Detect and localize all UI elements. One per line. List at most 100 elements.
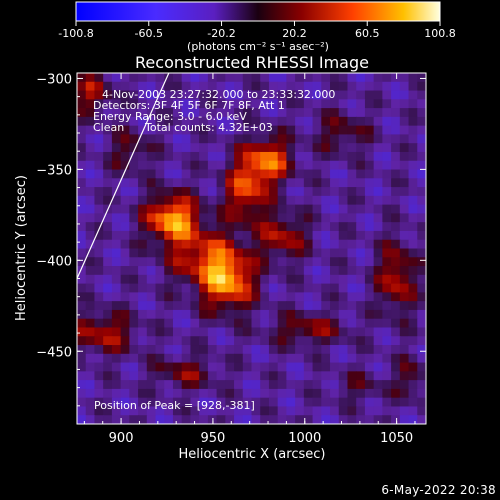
heatmap-cell (364, 151, 375, 162)
heatmap-cell (94, 274, 104, 285)
heatmap-cell (347, 99, 357, 109)
heatmap-cell (120, 116, 130, 127)
heatmap-cell (164, 73, 174, 83)
heatmap-cell (181, 274, 192, 285)
heatmap-cell (295, 345, 305, 355)
heatmap-cell (399, 222, 410, 232)
heatmap-cell (391, 397, 401, 408)
heatmap-cell (216, 415, 226, 424)
heatmap-cell (207, 108, 218, 118)
heatmap-cell (391, 116, 401, 127)
heatmap-cell (164, 318, 174, 329)
heatmap-cell (155, 380, 165, 390)
heatmap-cell (251, 222, 261, 232)
heatmap-cell (94, 99, 104, 109)
heatmap-cell (391, 345, 401, 355)
heatmap-cell (85, 213, 96, 223)
heatmap-cell (286, 143, 296, 153)
heatmap-cell (225, 116, 235, 127)
heatmap-cell (312, 292, 322, 302)
heatmap-cell (391, 169, 401, 179)
heatmap-cell (321, 230, 331, 241)
heatmap-cell (234, 239, 244, 250)
heatmap-cell (138, 274, 148, 285)
heatmap-cell (103, 257, 113, 267)
heatmap-cell (312, 345, 322, 355)
heatmap-cell (120, 380, 130, 390)
heatmap-cell (303, 309, 314, 320)
heatmap-cell (103, 309, 113, 320)
heatmap-cell (312, 248, 322, 258)
heatmap-cell (207, 178, 218, 188)
heatmap-cell (129, 108, 139, 118)
heatmap-cell (364, 248, 375, 258)
heatmap-cell (373, 327, 383, 337)
heatmap-cell (277, 116, 287, 127)
heatmap-cell (347, 318, 357, 329)
heatmap-cell (417, 99, 426, 109)
heatmap-cell (408, 380, 418, 390)
heatmap-cell (356, 134, 366, 144)
heatmap-cell (85, 99, 96, 109)
heatmap-cell (338, 292, 349, 302)
heatmap-cell (347, 336, 357, 346)
heatmap-cell (103, 81, 113, 92)
heatmap-cell (382, 415, 392, 424)
heatmap-cell (103, 169, 113, 179)
heatmap-cell (382, 257, 392, 267)
heatmap-cell (94, 345, 104, 355)
heatmap-cell (242, 248, 253, 258)
heatmap-cell (225, 222, 235, 232)
heatmap-cell (303, 230, 314, 241)
heatmap-cell (260, 388, 270, 399)
heatmap-cell (225, 213, 235, 223)
heatmap-cell (207, 283, 218, 293)
heatmap-cell (138, 73, 148, 83)
heatmap-cell (77, 380, 87, 390)
heatmap-cell (216, 336, 226, 346)
heatmap-cell (277, 169, 287, 179)
heatmap-cell (356, 380, 366, 390)
heatmap-cell (251, 362, 261, 372)
heatmap-cell (77, 301, 87, 311)
heatmap-cell (85, 353, 96, 364)
heatmap-cell (356, 116, 366, 127)
heatmap-cell (321, 257, 331, 267)
heatmap-cell (155, 362, 165, 372)
heatmap-cell (260, 222, 270, 232)
heatmap-cell (155, 178, 165, 188)
heatmap-cell (286, 292, 296, 302)
heatmap-cell (103, 266, 113, 276)
heatmap-cell (260, 160, 270, 171)
heatmap-cell (129, 318, 139, 329)
heatmap-cell (199, 309, 209, 320)
heatmap-cell (321, 81, 331, 92)
heatmap-cell (129, 388, 139, 399)
heatmap-cell (155, 81, 165, 92)
heatmap-cell (94, 327, 104, 337)
heatmap-cell (216, 134, 226, 144)
heatmap-cell (364, 345, 375, 355)
heatmap-cell (391, 195, 401, 206)
heatmap-cell (111, 134, 122, 144)
heatmap-cell (347, 406, 357, 416)
heatmap-cell (286, 248, 296, 258)
heatmap-cell (364, 415, 375, 424)
heatmap-cell (234, 397, 244, 408)
heatmap-cell (225, 230, 235, 241)
heatmap-cell (164, 397, 174, 408)
heatmap-cell (251, 345, 261, 355)
heatmap-cell (408, 204, 418, 214)
heatmap-cell (225, 406, 235, 416)
heatmap-cell (277, 415, 287, 424)
heatmap-cell (190, 388, 200, 399)
heatmap-cell (103, 213, 113, 223)
heatmap-cell (164, 134, 174, 144)
heatmap-cell (260, 406, 270, 416)
heatmap-cell (286, 336, 296, 346)
heatmap-cell (268, 81, 279, 92)
heatmap-cell (216, 388, 226, 399)
heatmap-cell (190, 406, 200, 416)
heatmap-cell (268, 248, 279, 258)
heatmap-cell (155, 151, 165, 162)
